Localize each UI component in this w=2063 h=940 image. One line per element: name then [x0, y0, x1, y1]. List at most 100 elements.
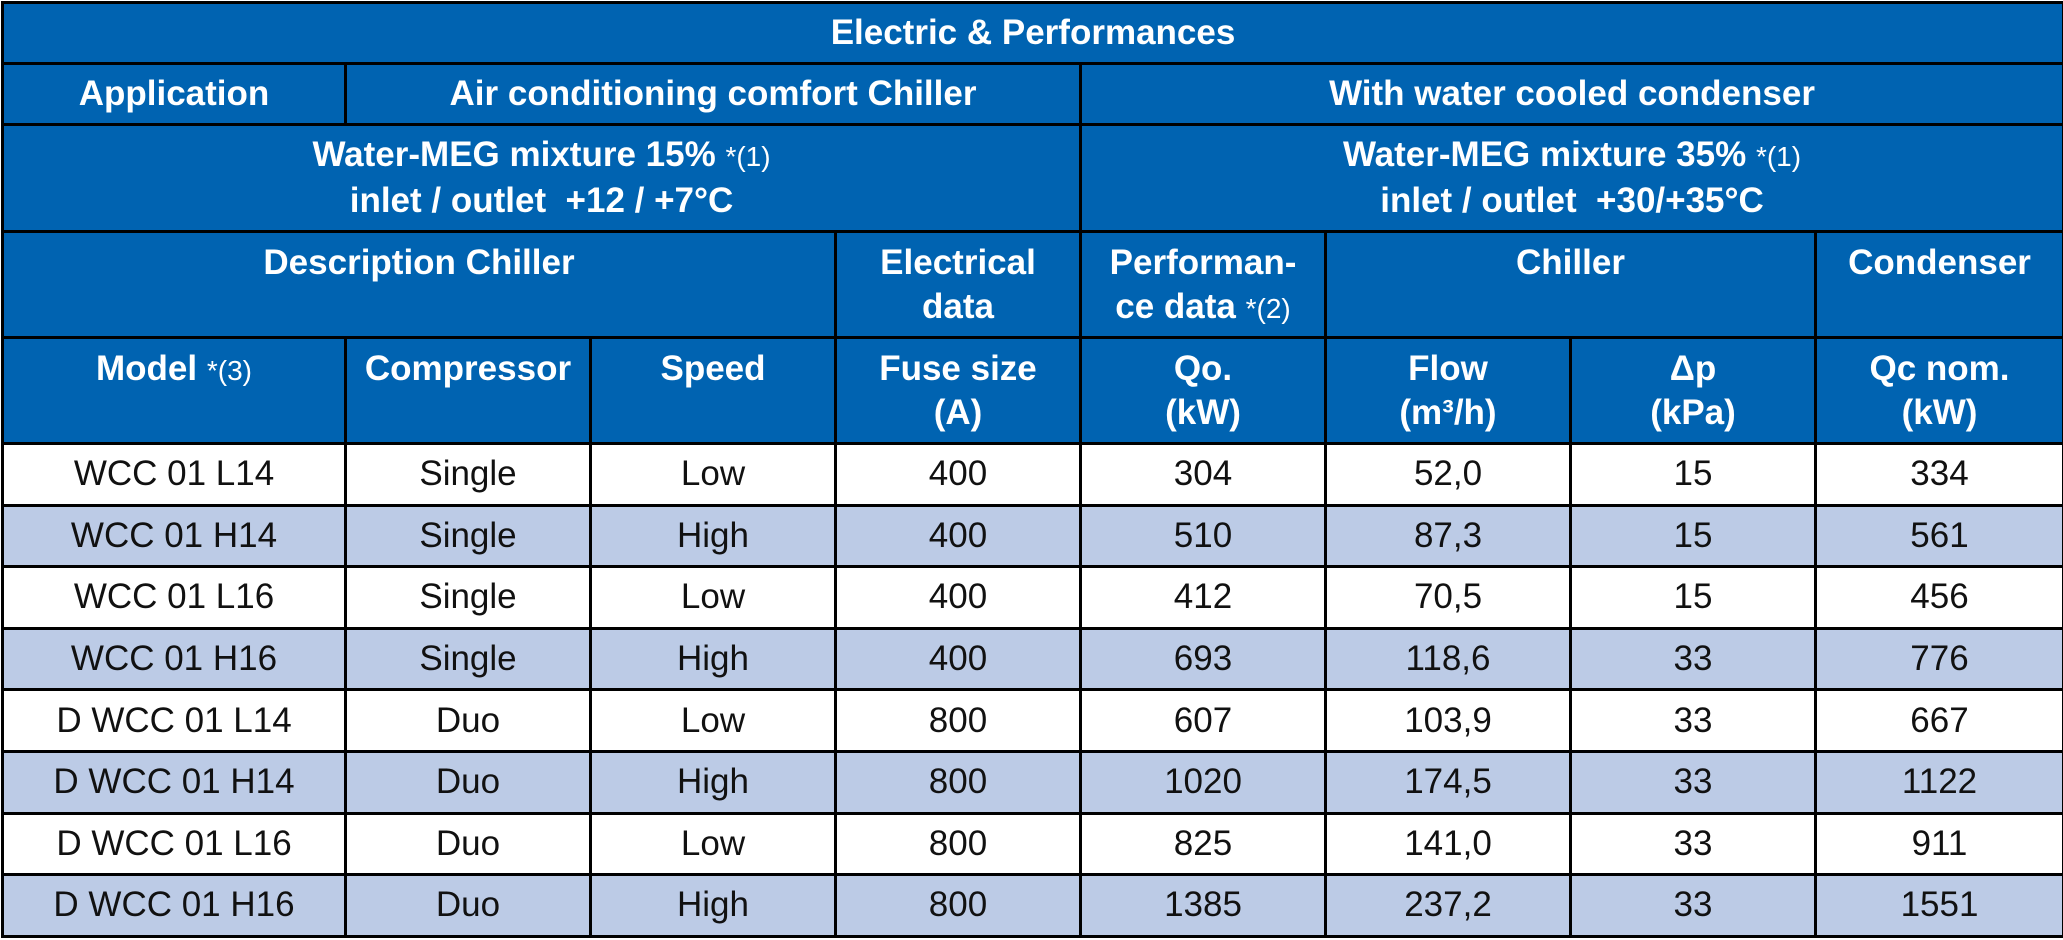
col-model-note: *(3) [207, 355, 252, 386]
cell-qo: 693 [1081, 628, 1326, 690]
cell-qo: 510 [1081, 505, 1326, 567]
cell-model: D WCC 01 H16 [3, 875, 346, 937]
cell-flow: 141,0 [1326, 813, 1571, 875]
cell-model: D WCC 01 L14 [3, 690, 346, 752]
cell-flow: 52,0 [1326, 444, 1571, 506]
cell-qo: 1385 [1081, 875, 1326, 937]
cell-model: D WCC 01 H14 [3, 751, 346, 813]
col-flow: Flow (m³/h) [1326, 338, 1571, 444]
col-compressor: Compressor [346, 338, 591, 444]
cell-fuse: 800 [836, 751, 1081, 813]
group-performance: Performan- ce data *(2) [1081, 232, 1326, 338]
col-qo: Qo. (kW) [1081, 338, 1326, 444]
col-qc: Qc nom. (kW) [1816, 338, 2063, 444]
condenser-type: With water cooled condenser [1081, 64, 2063, 125]
application-row: Application Air conditioning comfort Chi… [3, 64, 2063, 125]
cell-speed: Low [591, 567, 836, 629]
cell-speed: High [591, 751, 836, 813]
cell-compressor: Single [346, 505, 591, 567]
cell-qc: 1551 [1816, 875, 2063, 937]
cell-dp: 33 [1571, 751, 1816, 813]
cell-fuse: 400 [836, 628, 1081, 690]
chiller-conditions-note: *(1) [725, 141, 770, 172]
col-flow-line2: (m³/h) [1331, 391, 1565, 435]
cell-speed: Low [591, 444, 836, 506]
group-description: Description Chiller [3, 232, 836, 338]
col-fuse: Fuse size (A) [836, 338, 1081, 444]
cell-model: WCC 01 H16 [3, 628, 346, 690]
cell-model: WCC 01 H14 [3, 505, 346, 567]
cell-dp: 33 [1571, 628, 1816, 690]
col-dp-line1: Δp [1576, 347, 1810, 391]
col-qc-line2: (kW) [1821, 391, 2058, 435]
col-model: Model *(3) [3, 338, 346, 444]
cell-dp: 15 [1571, 505, 1816, 567]
cell-flow: 87,3 [1326, 505, 1571, 567]
col-model-label: Model [96, 349, 197, 388]
cell-qc: 911 [1816, 813, 2063, 875]
cell-model: WCC 01 L16 [3, 567, 346, 629]
group-electrical-line1: Electrical [841, 241, 1075, 285]
group-performance-line2: ce data [1115, 287, 1236, 326]
cell-compressor: Duo [346, 690, 591, 752]
cell-qo: 825 [1081, 813, 1326, 875]
cell-compressor: Single [346, 567, 591, 629]
condenser-conditions-line2: inlet / outlet +30/+35°C [1086, 179, 2058, 223]
cell-speed: High [591, 628, 836, 690]
column-header-row: Model *(3) Compressor Speed Fuse size (A… [3, 338, 2063, 444]
group-header-row: Description Chiller Electrical data Perf… [3, 232, 2063, 338]
col-qo-line2: (kW) [1086, 391, 1320, 435]
cell-speed: Low [591, 813, 836, 875]
col-qc-line1: Qc nom. [1821, 347, 2058, 391]
cell-fuse: 400 [836, 444, 1081, 506]
cell-qo: 412 [1081, 567, 1326, 629]
cell-compressor: Duo [346, 875, 591, 937]
conditions-row: Water-MEG mixture 15% *(1) inlet / outle… [3, 125, 2063, 232]
cell-speed: High [591, 505, 836, 567]
chiller-conditions-line2: inlet / outlet +12 / +7°C [8, 179, 1075, 223]
cell-compressor: Duo [346, 813, 591, 875]
chiller-conditions: Water-MEG mixture 15% *(1) inlet / outle… [3, 125, 1081, 232]
group-performance-note: *(2) [1246, 293, 1291, 324]
condenser-conditions-note: *(1) [1756, 141, 1801, 172]
cell-speed: Low [591, 690, 836, 752]
cell-qc: 1122 [1816, 751, 2063, 813]
col-dp: Δp (kPa) [1571, 338, 1816, 444]
cell-fuse: 800 [836, 813, 1081, 875]
cell-fuse: 400 [836, 505, 1081, 567]
cell-compressor: Single [346, 444, 591, 506]
cell-dp: 15 [1571, 567, 1816, 629]
cell-qo: 1020 [1081, 751, 1326, 813]
cell-flow: 174,5 [1326, 751, 1571, 813]
col-flow-line1: Flow [1331, 347, 1565, 391]
condenser-conditions: Water-MEG mixture 35% *(1) inlet / outle… [1081, 125, 2063, 232]
application-label: Application [3, 64, 346, 125]
cell-qc: 776 [1816, 628, 2063, 690]
group-performance-line1: Performan- [1086, 241, 1320, 285]
col-dp-line2: (kPa) [1576, 391, 1810, 435]
cell-flow: 118,6 [1326, 628, 1571, 690]
cell-qc: 334 [1816, 444, 2063, 506]
col-speed: Speed [591, 338, 836, 444]
cell-fuse: 800 [836, 875, 1081, 937]
cell-qo: 304 [1081, 444, 1326, 506]
col-qo-line1: Qo. [1086, 347, 1320, 391]
group-chiller: Chiller [1326, 232, 1816, 338]
chiller-conditions-line1: Water-MEG mixture 15% [312, 135, 715, 174]
cell-qo: 607 [1081, 690, 1326, 752]
cell-qc: 667 [1816, 690, 2063, 752]
cell-compressor: Duo [346, 751, 591, 813]
cell-compressor: Single [346, 628, 591, 690]
group-electrical-line2: data [841, 285, 1075, 329]
cell-flow: 237,2 [1326, 875, 1571, 937]
cell-dp: 33 [1571, 813, 1816, 875]
